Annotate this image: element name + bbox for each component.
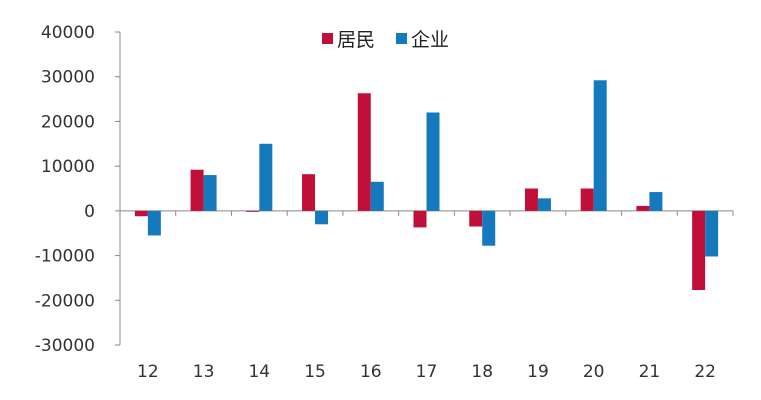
x-tick-label: 12 [137, 362, 159, 382]
legend-swatch [322, 33, 333, 44]
legend-label: 企业 [411, 29, 449, 51]
x-tick-label: 18 [471, 362, 493, 382]
bar-enterprises [426, 112, 440, 211]
y-tick-label: 10000 [41, 157, 95, 177]
x-tick-label: 13 [193, 362, 215, 382]
x-tick-label: 17 [416, 362, 438, 382]
x-tick-label: 21 [639, 362, 661, 382]
bar-residents [524, 188, 538, 211]
y-tick-label: -20000 [35, 291, 95, 311]
bar-enterprises [649, 192, 663, 211]
y-tick-label: 0 [84, 202, 95, 222]
y-tick-label: 20000 [41, 112, 95, 132]
x-tick-label: 14 [248, 362, 270, 382]
y-tick-label: -10000 [35, 247, 95, 267]
y-tick-label: 40000 [41, 23, 95, 43]
bar-residents [413, 210, 427, 228]
bar-residents [302, 174, 316, 211]
bar-enterprises [537, 198, 551, 211]
bar-enterprises [315, 210, 329, 225]
legend: 居民 企业 [322, 29, 449, 51]
x-tick-label: 19 [527, 362, 549, 382]
bar-enterprises [370, 181, 384, 211]
bar-residents [636, 205, 650, 211]
bar-enterprises [259, 143, 273, 211]
bar-enterprises [482, 210, 496, 246]
bar-enterprises [203, 175, 217, 211]
x-tick-label: 16 [360, 362, 382, 382]
axes: 40000 30000 20000 10000 0 -10000 -20000 -30000 1… [35, 23, 734, 382]
bar-residents [580, 188, 594, 211]
legend-swatch [396, 33, 407, 44]
bar-residents [357, 93, 371, 211]
bar-enterprises [147, 210, 161, 236]
x-tick-label: 15 [304, 362, 326, 382]
x-tick-label: 22 [694, 362, 716, 382]
y-tick-label: -30000 [35, 336, 95, 356]
bar-residents [692, 210, 706, 291]
x-tick-label: 20 [583, 362, 605, 382]
bar-residents [246, 210, 260, 212]
bar-residents [190, 169, 204, 211]
bar-enterprises [705, 210, 719, 257]
bar-residents [134, 210, 148, 217]
bar-residents [469, 210, 483, 227]
legend-label: 居民 [337, 29, 375, 51]
bars [134, 80, 719, 291]
bar-enterprises [593, 80, 607, 211]
y-tick-label: 30000 [41, 68, 95, 88]
